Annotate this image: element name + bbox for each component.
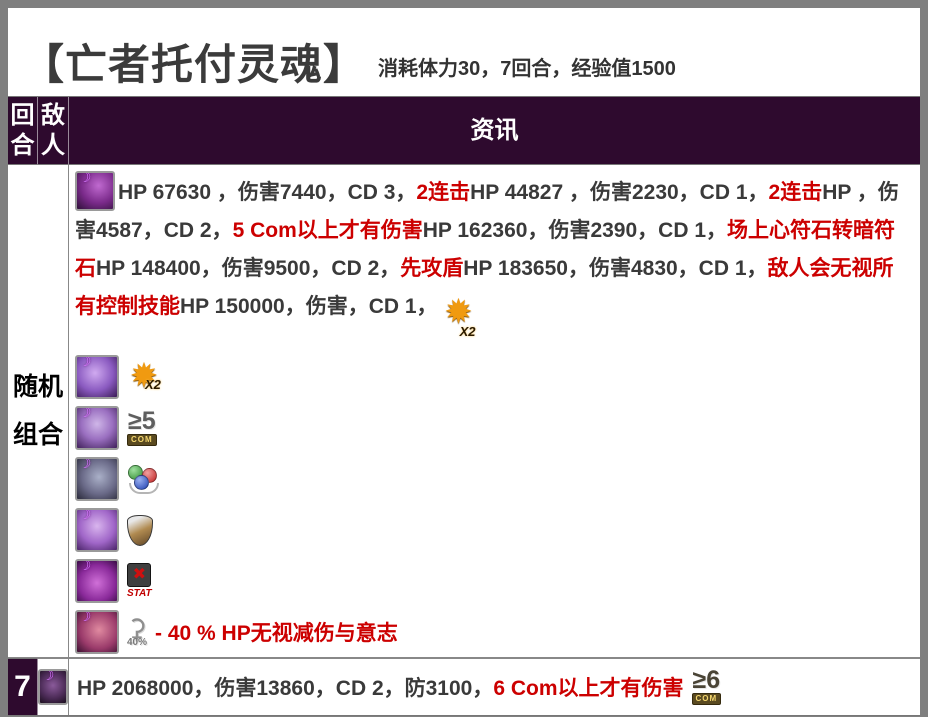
combo-min6-shield-icon[interactable]: ≥6 COM — [691, 666, 722, 705]
stage-stats: 消耗体力30，7回合，经验值1500 — [378, 58, 676, 80]
enemy-row-3: ☽ — [75, 454, 912, 504]
enemy-avatar-dragon2[interactable]: ☽ — [75, 508, 119, 552]
row7-round-cell: 7 — [8, 658, 38, 715]
enemy-avatar-woman[interactable]: ☽ — [75, 610, 119, 654]
enemy-row-2: ☽ ≥5 COM — [75, 403, 912, 453]
moon-crescent-icon: ☽ — [78, 171, 92, 186]
enemy-row-1: ☽ ✹ X2 — [75, 352, 912, 402]
boss-avatar[interactable]: ☽ — [38, 669, 68, 705]
title-bar: 【亡者托付灵魂】 消耗体力30，7回合，经验值1500 — [8, 8, 920, 96]
moon-crescent-icon: ☽ — [41, 669, 55, 684]
moon-crescent-icon: ☽ — [78, 508, 92, 523]
page-frame: 【亡者托付灵魂】 消耗体力30，7回合，经验值1500 回合 敌人 资讯 随机组… — [8, 8, 920, 716]
enemy-avatar-golem[interactable]: ☽ — [75, 171, 115, 211]
row7-info-cell: HP 2068000，伤害13860，CD 2，防3100，6 Com以上才有伤… — [69, 658, 920, 715]
combo-min5-shield-icon[interactable]: ≥5 COM — [127, 407, 157, 446]
moon-crescent-icon: ☽ — [78, 355, 92, 370]
enemy-avatar-witch[interactable]: ☽ — [75, 355, 119, 399]
double-strike-x2-icon[interactable]: ✹ X2 — [129, 357, 161, 395]
enemy-stats-text: HP 67630 ，伤害7440，CD 3，2连击HP 44827 ，伤害223… — [75, 181, 899, 318]
double-strike-x2-icon[interactable]: ✹ X2 — [444, 293, 476, 339]
starburst-icon: ✹ — [444, 293, 473, 331]
x-mark-icon: ✖ — [127, 563, 152, 587]
enemy-stats-paragraph: ☽ HP 67630 ，伤害7440，CD 3，2连击HP 44827 ，伤害22… — [75, 171, 912, 351]
header-enemy: 敌人 — [38, 97, 69, 165]
control-immune-icon[interactable]: ✖ STAT — [127, 563, 152, 599]
round-cell-random-combo: 随机组合 — [8, 165, 69, 658]
sickle-icon: ⚳ — [127, 613, 147, 644]
starburst-icon: ✹ — [129, 357, 159, 395]
enemy-avatar-dragon[interactable]: ☽ — [75, 406, 119, 450]
first-strike-shield-icon[interactable] — [127, 514, 153, 546]
moon-crescent-icon: ☽ — [78, 610, 92, 625]
row7-enemy-cell: ☽ — [38, 658, 69, 715]
enemy-avatar-knight[interactable]: ☽ — [75, 457, 119, 501]
shield-icon — [127, 514, 153, 546]
header-round: 回合 — [8, 97, 38, 165]
rune-convert-orbs-icon[interactable] — [127, 464, 159, 494]
moon-crescent-icon: ☽ — [78, 559, 92, 574]
moon-crescent-icon: ☽ — [78, 406, 92, 421]
enemy-row-6: ☽ ⚳ 40% - 40 % HP无视减伤与意志 — [75, 607, 912, 657]
stage-title: 【亡者托付灵魂】 — [22, 41, 367, 88]
orb-swoosh-icon — [129, 483, 159, 494]
boss-stats-text: HP 2068000，伤害13860，CD 2，防3100，6 Com以上才有伤… — [77, 677, 684, 700]
header-info: 资讯 — [69, 97, 920, 165]
enemy-row-5: ☽ ✖ STAT — [75, 556, 912, 606]
stage-table: 回合 敌人 资讯 随机组合 ☽ HP 67630 ，伤害7440，CD 3，2连击… — [8, 96, 920, 716]
enemy-avatar-blob[interactable]: ☽ — [75, 559, 119, 603]
random-combo-info-cell: ☽ HP 67630 ，伤害7440，CD 3，2连击HP 44827 ，伤害22… — [69, 165, 920, 658]
moon-crescent-icon: ☽ — [78, 457, 92, 472]
random-combo-label: 随机组合 — [12, 373, 63, 449]
enemy-row-4: ☽ — [75, 505, 912, 555]
enemy-row-6-note: - 40 % HP无视减伤与意志 — [155, 622, 398, 645]
hp-cut-40-scythe-icon[interactable]: ⚳ 40% — [127, 613, 148, 648]
